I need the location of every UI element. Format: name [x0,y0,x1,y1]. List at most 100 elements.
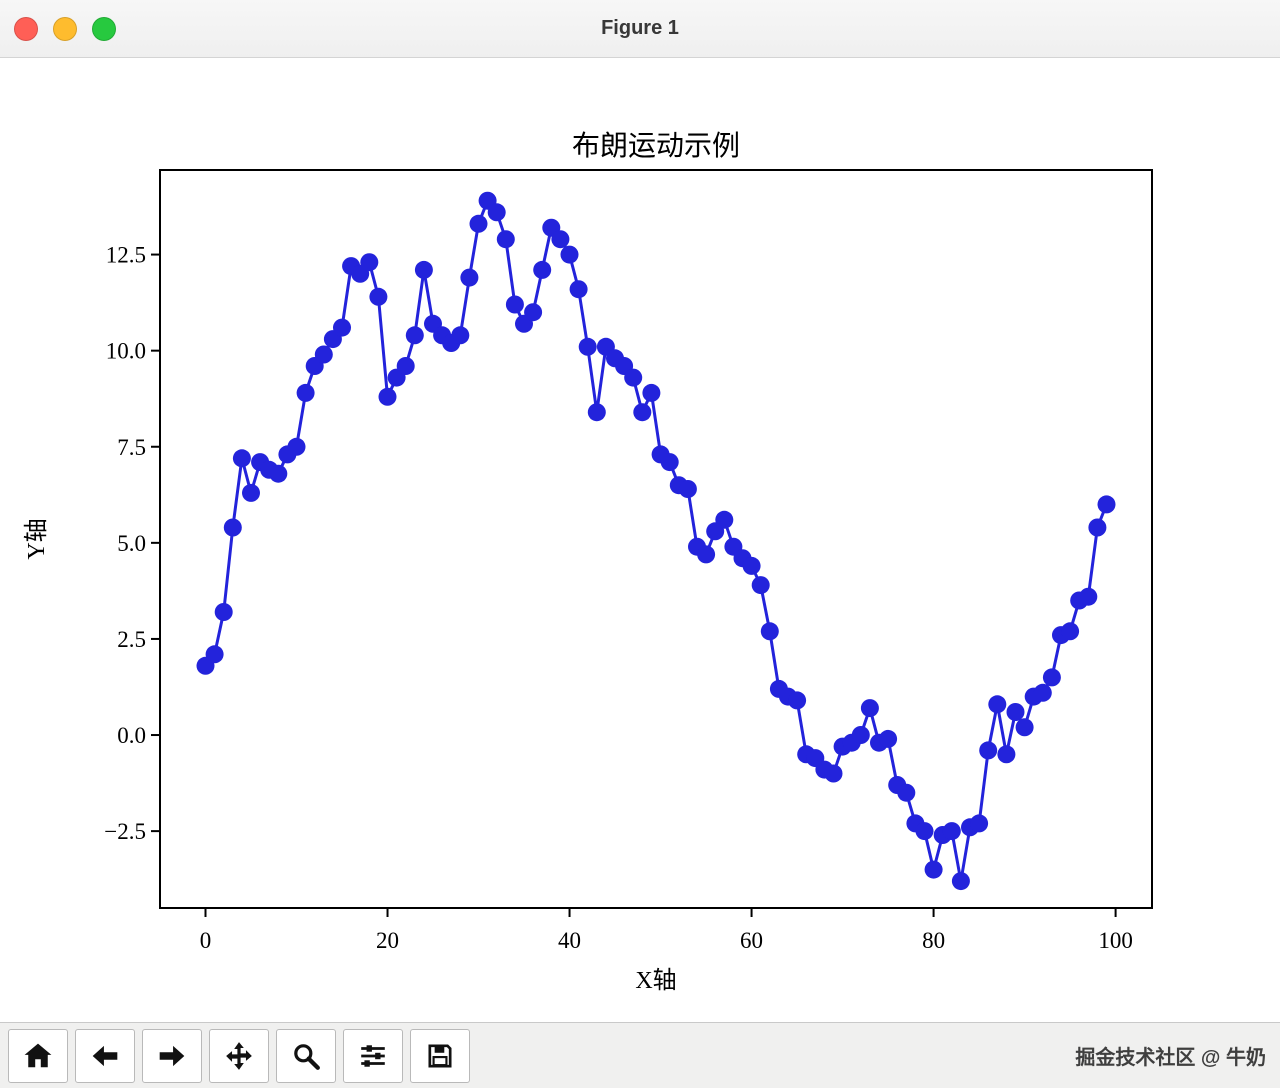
data-point [660,453,679,472]
close-button[interactable] [14,16,38,41]
data-point [414,260,433,279]
arrow-right-icon [157,1041,187,1071]
data-point [460,268,479,287]
arrow-left-icon [90,1041,120,1071]
data-point [551,230,570,249]
data-point [942,822,961,841]
data-point [496,230,515,249]
x-tick-label: 100 [1098,928,1133,953]
data-point [1061,622,1080,641]
data-point [451,326,470,345]
data-line [204,199,1108,883]
data-point [287,437,306,456]
maximize-button[interactable] [92,16,116,41]
data-point [624,368,643,387]
data-point [396,357,415,375]
data-point [487,203,506,222]
y-axis-label: Y轴 [23,518,50,559]
floppy-disk-icon [425,1041,455,1071]
data-point [578,337,597,356]
data-point [915,822,934,841]
data-point [533,260,552,279]
data-point [751,576,770,595]
data-point [333,318,351,337]
data-point [897,783,916,802]
data-point [988,695,1007,714]
y-tick-label: 7.5 [117,435,146,460]
x-axis-label: X轴 [635,967,676,994]
data-point [360,253,379,272]
data-point [697,545,716,564]
data-point [760,622,779,641]
back-button[interactable] [75,1028,135,1083]
data-point [232,449,251,468]
data-point [678,480,697,498]
data-point [587,403,606,422]
data-point [296,383,315,402]
data-point [979,741,998,760]
figure-canvas: 0 20 40 60 80 100 −2.5 0.0 2.5 5.0 7.5 10.0 12.5 布朗运动… [0,58,1280,1022]
data-point [1006,703,1025,721]
data-point [879,729,898,748]
y-tick-label: −2.5 [104,819,146,844]
configure-subplots-button[interactable] [343,1028,403,1083]
zoom-button[interactable] [276,1028,336,1083]
data-point [970,814,989,833]
y-tick-label: 12.5 [106,243,146,268]
data-point [1088,518,1107,537]
x-tick-label: 60 [740,928,763,953]
move-icon [224,1041,254,1071]
data-point [242,483,260,502]
data-point [505,295,524,314]
data-point [1097,495,1116,514]
data-point [860,699,879,718]
data-point [788,691,807,710]
x-tick-label: 20 [376,928,399,953]
data-point [269,464,288,483]
data-point [851,726,870,744]
forward-button[interactable] [142,1028,202,1083]
brownian-motion-plot[interactable]: 0 20 40 60 80 100 −2.5 0.0 2.5 5.0 7.5 10.0 12.5 布朗运动… [0,58,1280,1022]
y-tick-label: 10.0 [106,339,146,364]
data-point [742,556,761,575]
home-icon [23,1041,53,1071]
data-point [642,383,661,402]
axes-border [159,169,1153,909]
data-point [1079,587,1098,606]
data-point [405,326,424,345]
data-point [951,872,970,891]
data-point [1015,718,1034,737]
data-point [223,518,242,537]
x-tick-label: 80 [922,928,945,953]
sliders-icon [358,1041,388,1071]
save-button[interactable] [410,1028,470,1083]
data-point [378,387,397,406]
data-point [569,280,588,299]
data-point [469,214,488,233]
data-point [214,603,233,621]
navigation-toolbar: 掘金技术社区 @ 牛奶 [0,1022,1280,1088]
magnifier-icon [291,1041,321,1071]
data-point [633,403,652,422]
data-point [1042,668,1061,687]
data-point [997,745,1016,764]
traffic-lights [14,0,116,57]
data-point [524,303,543,322]
data-point [205,645,224,664]
y-tick-label: 5.0 [117,531,146,556]
y-tick-label: 0.0 [117,723,146,748]
x-tick-label: 0 [200,928,212,953]
data-point [560,245,579,264]
plot-title: 布朗运动示例 [572,130,740,162]
toolbar-buttons [8,1028,470,1083]
home-button[interactable] [8,1028,68,1083]
window-title-bar[interactable]: Figure 1 [0,0,1280,58]
data-point [369,287,388,306]
window-title: Figure 1 [601,17,679,39]
data-point [314,345,333,364]
data-point [715,510,734,529]
minimize-button[interactable] [53,16,77,41]
pan-button[interactable] [209,1028,269,1083]
data-point [1033,683,1052,702]
